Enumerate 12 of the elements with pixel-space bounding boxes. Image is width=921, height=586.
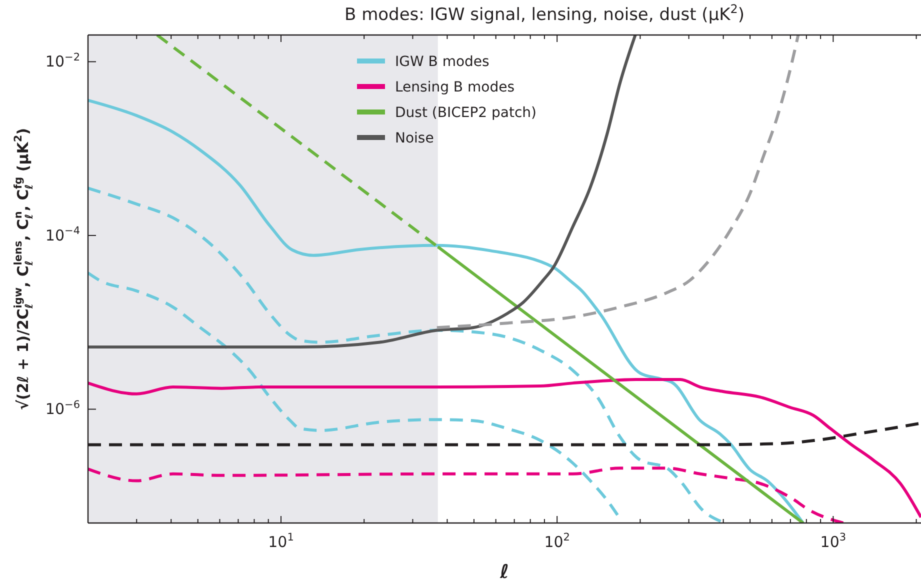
y-tick-label: 10$^{−4}$ [45,225,80,244]
x-axis-title: ℓ [499,561,509,583]
legend-label: Lensing B modes [395,80,514,96]
legend-label: IGW B modes [395,54,490,70]
chart-title: B modes: IGW signal, lensing, noise, dust (μK$^{2}$) [344,2,744,25]
y-tick-label: 10$^{−6}$ [45,398,80,418]
x-tick-label: 10$^{1}$ [268,532,294,551]
legend-label: Noise [395,130,434,146]
y-tick-label: 10$^{−2}$ [45,51,80,71]
legend-label: Dust (BICEP2 patch) [395,105,536,121]
x-tick-label: 10$^{2}$ [544,532,570,551]
x-tick-label: 10$^{3}$ [820,532,846,551]
